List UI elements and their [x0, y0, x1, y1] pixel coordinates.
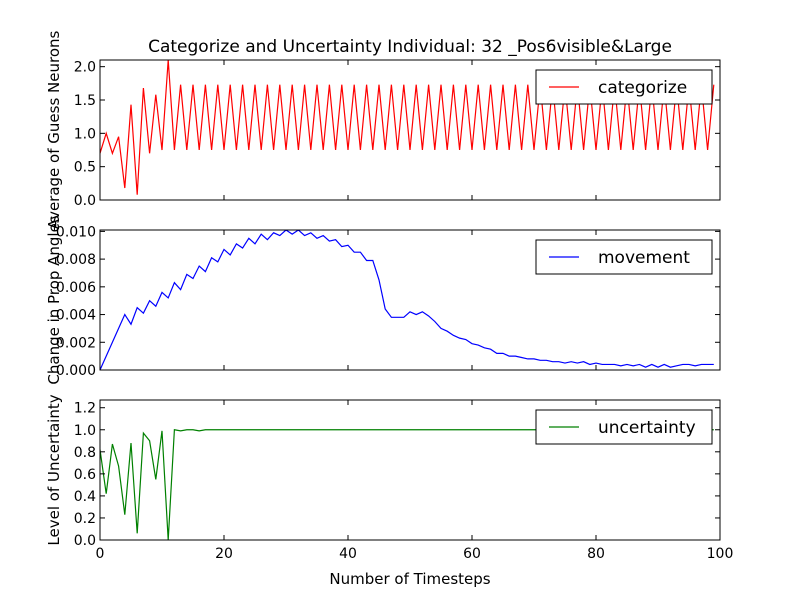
- y-tick-label: 1.0: [74, 126, 96, 142]
- y-axis-label: Level of Uncertainty: [45, 394, 63, 545]
- legend-label: categorize: [598, 78, 687, 98]
- x-tick-label: 60: [463, 546, 481, 562]
- x-tick-label: 80: [587, 546, 605, 562]
- y-tick-label: 1.0: [74, 423, 96, 439]
- y-tick-label: 0.0: [74, 193, 96, 209]
- y-tick-label: 0.004: [56, 308, 96, 324]
- y-tick-label: 0.0: [74, 533, 96, 549]
- y-tick-label: 0.2: [74, 511, 96, 527]
- y-tick-label: 2.0: [74, 60, 96, 76]
- y-tick-label: 0.006: [56, 280, 96, 296]
- y-tick-label: 0.008: [56, 252, 96, 268]
- chart-title: Categorize and Uncertainty Individual: 3…: [148, 37, 672, 57]
- x-tick-label: 0: [96, 546, 105, 562]
- y-axis-label: Average of Guess Neurons: [45, 30, 63, 229]
- y-tick-label: 0.6: [74, 467, 96, 483]
- y-tick-label: 1.5: [74, 93, 96, 109]
- y-tick-label: 0.5: [74, 160, 96, 176]
- y-tick-label: 0.4: [74, 489, 96, 505]
- legend-box: [535, 69, 713, 105]
- y-tick-label: 1.2: [74, 401, 96, 417]
- series-line: [100, 60, 715, 195]
- plot-frame: [99, 229, 721, 371]
- legend-label: movement: [598, 248, 690, 268]
- y-tick-label: 0.002: [56, 335, 96, 351]
- x-tick-label: 100: [707, 546, 734, 562]
- y-tick-label: 0.8: [74, 445, 96, 461]
- plot-frame: [99, 399, 721, 541]
- legend-label: uncertainty: [598, 418, 696, 438]
- x-tick-label: 40: [339, 546, 357, 562]
- x-tick-label: 20: [215, 546, 233, 562]
- y-axis-label: Change in Prop Angles: [45, 215, 63, 384]
- y-tick-label: 0.000: [56, 363, 96, 379]
- plot-frame: [99, 59, 721, 201]
- x-axis-label: Number of Timesteps: [329, 570, 490, 588]
- series-line: [100, 230, 714, 370]
- y-tick-label: 0.010: [56, 224, 96, 240]
